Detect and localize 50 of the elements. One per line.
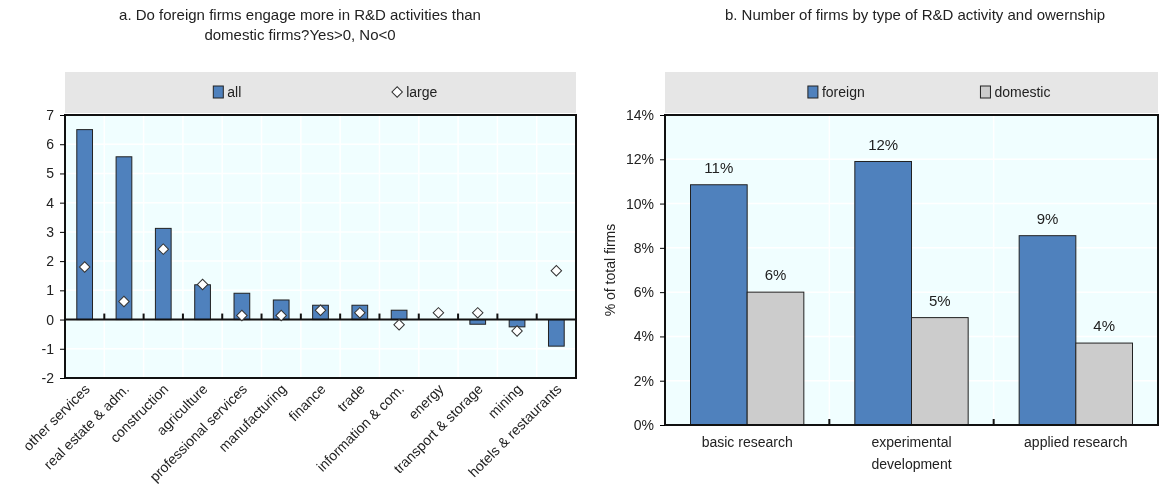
point [393, 319, 405, 331]
chart-title: a. Do foreign firms engage more in R&D activities than domestic firms?Yes>0, No<0 [119, 6, 481, 43]
y-tick-label: 4% [633, 328, 654, 345]
y-axis-title: % of total firms [602, 223, 618, 317]
y-tick-label: 4 [46, 194, 55, 211]
y-tick-label: 12% [625, 151, 654, 168]
legend-label: large [406, 84, 438, 100]
point [78, 261, 91, 273]
legend-label: foreign [821, 84, 865, 100]
data-label: 12% [868, 135, 899, 153]
y-tick-label: 8% [633, 239, 654, 256]
x-tick-label: applied research [1024, 434, 1128, 450]
y-tick-label: 0 [46, 311, 55, 328]
y-tick-label: 10% [625, 195, 654, 212]
point [196, 278, 209, 291]
data-label: 9% [1036, 209, 1059, 227]
y-tick-label: 2% [633, 372, 654, 389]
bar [76, 129, 94, 321]
bar [154, 227, 172, 321]
point [157, 243, 170, 255]
y-tick-label: 1 [46, 282, 55, 299]
data-label: 11% [704, 158, 734, 176]
point [550, 265, 563, 277]
point [118, 295, 130, 308]
chart-title: b. Number of firms by type of R&D activity and owernship [724, 6, 1106, 23]
point [511, 325, 523, 337]
x-tick-label: basic research [701, 434, 793, 450]
y-tick-label: 7 [46, 106, 55, 123]
y-tick-label: 14% [625, 106, 654, 123]
bar [115, 156, 133, 321]
data-label: 5% [928, 291, 951, 309]
data-label: 4% [1093, 317, 1116, 335]
y-tick-label: 3 [46, 223, 55, 240]
point [314, 304, 327, 316]
y-tick-label: 0% [633, 416, 654, 433]
bar [547, 319, 565, 347]
x-tick-label: experimental development [871, 434, 952, 472]
point [236, 309, 248, 322]
y-tick-label: -1 [41, 340, 55, 357]
y-tick-label: -2 [41, 369, 55, 386]
y-tick-label: 2 [46, 253, 55, 270]
legend-label: domestic [994, 84, 1051, 100]
y-tick-label: 5 [46, 165, 55, 182]
y-tick-label: 6% [633, 284, 654, 301]
point [471, 307, 484, 319]
point [432, 307, 445, 319]
legend-label: all [227, 84, 242, 100]
bar [194, 284, 211, 321]
y-tick-label: 6 [46, 136, 55, 153]
data-label: 6% [764, 266, 787, 284]
